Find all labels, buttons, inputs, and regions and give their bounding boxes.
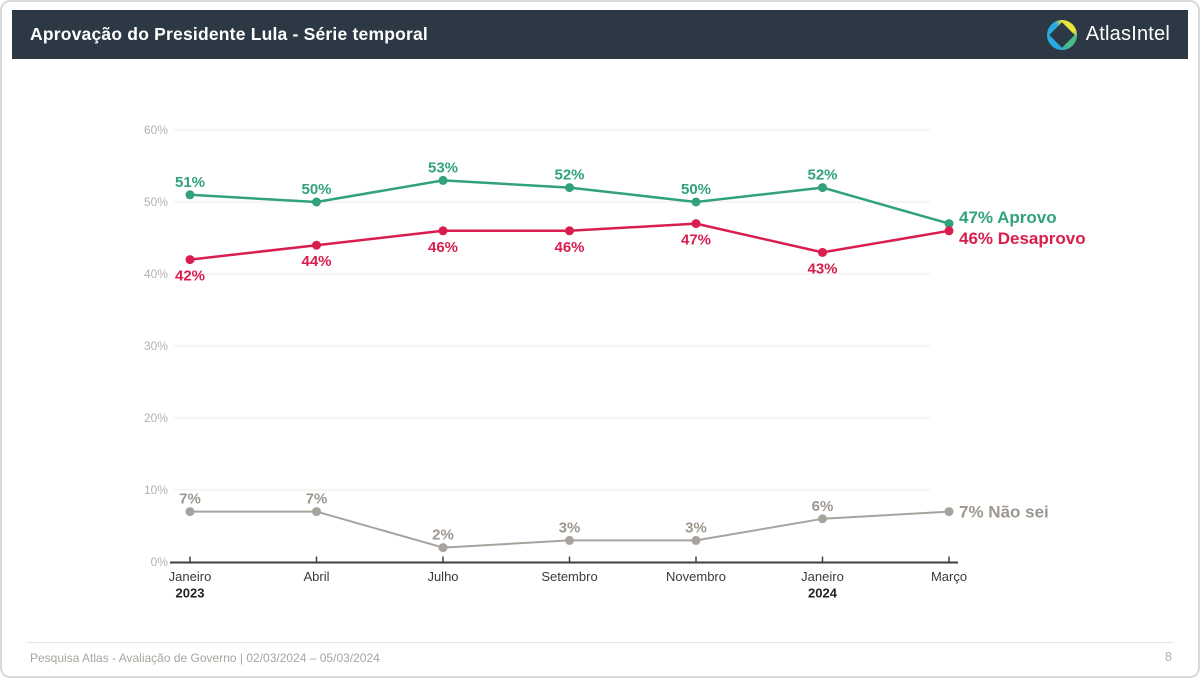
y-axis-tick-label: 50% [144,195,168,209]
x-axis-month-label: Janeiro [169,569,212,584]
series-end-label-não-sei: 7% Não sei [959,503,1049,522]
data-point-desaprovo [691,219,701,229]
brand: AtlasIntel [1046,19,1170,50]
y-axis-tick-label: 20% [144,411,168,425]
data-point-não-sei [312,507,321,517]
data-point-label-aprovo: 50% [301,181,331,198]
data-point-label-desaprovo: 46% [428,239,458,256]
data-point-label-desaprovo: 44% [301,253,331,270]
atlasintel-logo-icon [1046,19,1077,50]
data-point-desaprovo [818,247,827,257]
data-point-não-sei [691,535,701,545]
data-point-desaprovo [438,226,448,236]
brand-name: AtlasIntel [1085,23,1170,45]
x-axis-month-label: Julho [427,569,458,584]
data-point-aprovo [185,190,195,200]
data-point-aprovo [691,197,701,207]
data-point-label-não-sei: 3% [685,519,707,536]
data-point-label-desaprovo: 46% [554,239,584,256]
data-point-não-sei [185,507,195,517]
data-point-aprovo [944,219,954,229]
data-point-aprovo [818,183,827,193]
data-point-label-desaprovo: 42% [175,268,205,285]
page-number: 8 [1165,650,1172,664]
x-axis-year-label: 2024 [808,586,838,601]
data-point-desaprovo [565,226,574,236]
y-axis-tick-label: 0% [151,555,169,569]
data-point-desaprovo [312,240,321,250]
page-title: Aprovação do Presidente Lula - Série tem… [30,24,428,44]
y-axis-tick-label: 40% [144,267,168,281]
y-axis-tick-label: 10% [144,483,168,497]
data-point-label-desaprovo: 47% [681,232,711,249]
data-point-aprovo [565,183,574,193]
data-point-label-não-sei: 2% [432,527,454,544]
data-point-label-não-sei: 6% [812,498,834,515]
data-point-label-não-sei: 3% [559,519,581,536]
data-point-não-sei [438,543,448,553]
x-axis-month-label: Novembro [666,569,726,584]
data-point-não-sei [818,514,827,524]
data-point-label-aprovo: 52% [807,167,837,184]
y-axis-tick-label: 30% [144,339,168,353]
data-point-não-sei [944,507,954,517]
x-axis-month-label: Março [931,569,967,584]
data-point-label-aprovo: 53% [428,159,458,176]
data-point-label-aprovo: 52% [554,167,584,184]
data-point-label-desaprovo: 43% [807,260,837,277]
x-axis-year-label: 2023 [176,586,205,601]
data-point-aprovo [312,197,321,207]
series-end-label-aprovo: 47% Aprovo [959,208,1057,227]
footer-divider [27,642,1173,643]
x-axis-month-label: Janeiro [801,569,844,584]
source-caption: Pesquisa Atlas - Avaliação de Governo | … [30,651,380,665]
data-point-desaprovo [944,226,954,236]
series-end-label-desaprovo: 46% Desaprovo [959,229,1086,248]
x-axis-month-label: Abril [303,569,329,584]
data-point-aprovo [438,175,448,185]
data-point-label-não-sei: 7% [179,491,201,508]
data-point-label-não-sei: 7% [306,491,328,508]
data-point-não-sei [565,535,574,545]
data-point-label-aprovo: 50% [681,181,711,198]
y-axis-tick-label: 60% [144,123,168,137]
data-point-label-aprovo: 51% [175,174,205,191]
x-axis-month-label: Setembro [541,569,597,584]
data-point-desaprovo [185,255,195,265]
header-bar: Aprovação do Presidente Lula - Série tem… [12,10,1188,59]
